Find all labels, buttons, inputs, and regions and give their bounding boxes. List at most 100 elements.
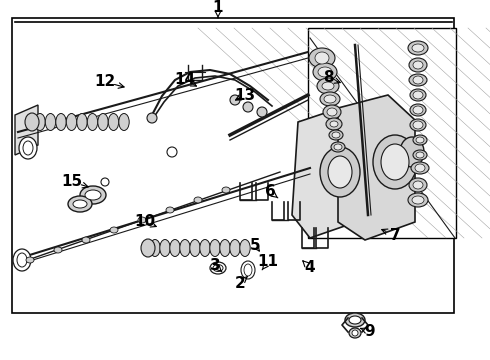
Text: 2: 2 xyxy=(235,275,245,291)
Bar xyxy=(308,28,456,238)
Ellipse shape xyxy=(410,104,426,116)
Ellipse shape xyxy=(108,113,119,130)
Ellipse shape xyxy=(166,207,174,213)
Ellipse shape xyxy=(119,113,129,130)
Text: 13: 13 xyxy=(234,87,256,103)
Ellipse shape xyxy=(412,196,424,204)
Ellipse shape xyxy=(408,41,428,55)
Ellipse shape xyxy=(26,257,34,263)
Ellipse shape xyxy=(409,58,427,72)
Ellipse shape xyxy=(222,187,230,193)
Ellipse shape xyxy=(17,253,27,267)
Ellipse shape xyxy=(66,113,77,130)
Ellipse shape xyxy=(334,144,342,150)
Ellipse shape xyxy=(317,78,339,94)
Ellipse shape xyxy=(210,262,226,274)
Ellipse shape xyxy=(35,113,45,130)
Ellipse shape xyxy=(138,217,146,223)
Ellipse shape xyxy=(210,239,220,256)
Ellipse shape xyxy=(413,181,423,189)
Polygon shape xyxy=(15,105,38,155)
Ellipse shape xyxy=(330,121,338,127)
Ellipse shape xyxy=(54,247,62,253)
Ellipse shape xyxy=(98,113,108,130)
Ellipse shape xyxy=(101,178,109,186)
Ellipse shape xyxy=(160,239,170,256)
Ellipse shape xyxy=(167,147,177,157)
Ellipse shape xyxy=(413,150,427,160)
Ellipse shape xyxy=(23,141,33,155)
Text: 5: 5 xyxy=(250,238,260,252)
Ellipse shape xyxy=(413,61,423,69)
Ellipse shape xyxy=(244,264,252,276)
Ellipse shape xyxy=(412,44,424,52)
Ellipse shape xyxy=(324,95,336,103)
Ellipse shape xyxy=(345,313,365,327)
Ellipse shape xyxy=(349,316,361,324)
Text: 15: 15 xyxy=(61,175,82,189)
Ellipse shape xyxy=(19,137,37,159)
Ellipse shape xyxy=(80,186,106,204)
Ellipse shape xyxy=(329,130,343,140)
Polygon shape xyxy=(338,95,415,240)
Ellipse shape xyxy=(309,48,335,68)
Ellipse shape xyxy=(411,162,429,174)
Ellipse shape xyxy=(410,89,426,101)
Ellipse shape xyxy=(320,92,340,106)
Ellipse shape xyxy=(318,67,332,77)
Ellipse shape xyxy=(194,197,202,203)
Ellipse shape xyxy=(56,113,66,130)
Ellipse shape xyxy=(87,113,98,130)
Ellipse shape xyxy=(85,190,101,200)
Bar xyxy=(12,18,454,313)
Ellipse shape xyxy=(409,74,427,86)
Ellipse shape xyxy=(241,261,255,279)
Text: 9: 9 xyxy=(365,324,375,339)
Ellipse shape xyxy=(73,200,87,208)
Text: 8: 8 xyxy=(323,71,333,85)
Ellipse shape xyxy=(327,108,337,116)
Ellipse shape xyxy=(413,106,423,114)
Ellipse shape xyxy=(331,142,345,152)
Ellipse shape xyxy=(45,113,56,130)
Text: 1: 1 xyxy=(213,0,223,15)
Text: 3: 3 xyxy=(210,257,220,273)
Ellipse shape xyxy=(13,249,31,271)
Ellipse shape xyxy=(415,164,425,172)
Ellipse shape xyxy=(323,105,341,119)
Ellipse shape xyxy=(373,135,417,189)
Ellipse shape xyxy=(220,239,230,256)
Ellipse shape xyxy=(147,113,157,123)
Ellipse shape xyxy=(230,239,240,256)
Ellipse shape xyxy=(400,137,424,167)
Ellipse shape xyxy=(349,328,361,338)
Ellipse shape xyxy=(416,137,424,143)
Text: 7: 7 xyxy=(390,228,400,243)
Ellipse shape xyxy=(352,330,358,336)
Ellipse shape xyxy=(315,52,329,64)
Ellipse shape xyxy=(408,193,428,207)
Text: 14: 14 xyxy=(174,72,196,87)
Ellipse shape xyxy=(230,95,240,105)
Text: 4: 4 xyxy=(305,261,315,275)
Ellipse shape xyxy=(110,227,118,233)
Ellipse shape xyxy=(82,237,90,243)
Ellipse shape xyxy=(413,91,423,99)
Ellipse shape xyxy=(413,135,427,145)
Ellipse shape xyxy=(326,118,342,130)
Polygon shape xyxy=(292,108,362,238)
Ellipse shape xyxy=(322,82,334,90)
Text: 12: 12 xyxy=(95,75,116,90)
Ellipse shape xyxy=(141,239,155,257)
Ellipse shape xyxy=(328,156,352,188)
Ellipse shape xyxy=(332,132,340,138)
Ellipse shape xyxy=(257,107,267,117)
Ellipse shape xyxy=(413,121,423,129)
Text: 6: 6 xyxy=(265,184,275,199)
Ellipse shape xyxy=(25,113,39,131)
Ellipse shape xyxy=(68,196,92,212)
Ellipse shape xyxy=(77,113,87,130)
Ellipse shape xyxy=(213,265,223,271)
Ellipse shape xyxy=(170,239,180,256)
Ellipse shape xyxy=(243,102,253,112)
